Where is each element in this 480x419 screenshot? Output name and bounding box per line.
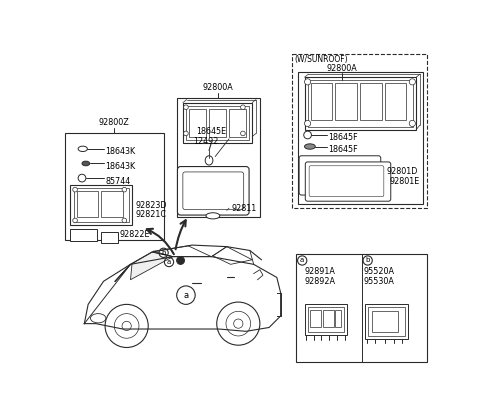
Bar xyxy=(304,304,347,335)
Bar xyxy=(189,109,206,137)
Circle shape xyxy=(114,313,139,338)
Circle shape xyxy=(159,248,168,257)
Circle shape xyxy=(304,131,312,139)
Bar xyxy=(365,304,408,339)
Circle shape xyxy=(122,321,131,331)
Text: 92811: 92811 xyxy=(231,204,257,213)
Bar xyxy=(209,109,226,137)
Circle shape xyxy=(184,131,188,136)
Text: a: a xyxy=(300,258,304,264)
Bar xyxy=(304,77,416,129)
Text: 18643K: 18643K xyxy=(105,162,135,171)
Text: 95530A: 95530A xyxy=(364,277,395,286)
Bar xyxy=(101,232,118,243)
Bar xyxy=(308,80,413,127)
Circle shape xyxy=(409,79,415,85)
Bar xyxy=(372,310,398,332)
FancyBboxPatch shape xyxy=(299,156,381,195)
Text: b: b xyxy=(161,250,166,256)
Text: 92822E: 92822E xyxy=(120,230,150,240)
Bar xyxy=(311,83,332,120)
FancyBboxPatch shape xyxy=(309,166,384,197)
Text: 92892A: 92892A xyxy=(304,277,336,286)
Bar xyxy=(323,310,334,327)
FancyBboxPatch shape xyxy=(178,166,249,215)
Bar xyxy=(336,83,357,120)
Ellipse shape xyxy=(90,313,106,323)
Bar xyxy=(369,308,405,336)
Text: b: b xyxy=(365,258,370,264)
Circle shape xyxy=(240,105,245,110)
Text: 92801E: 92801E xyxy=(390,177,420,186)
Circle shape xyxy=(304,79,311,85)
Circle shape xyxy=(164,257,174,266)
Bar xyxy=(299,72,423,204)
Text: 92800A: 92800A xyxy=(327,64,358,73)
Text: 18645E: 18645E xyxy=(196,127,226,136)
Bar xyxy=(384,83,406,120)
Circle shape xyxy=(177,257,184,264)
Bar xyxy=(360,83,382,120)
Text: 12492: 12492 xyxy=(193,137,219,146)
Bar xyxy=(335,310,341,327)
Text: 85744: 85744 xyxy=(105,176,131,186)
Ellipse shape xyxy=(304,144,315,149)
Text: 92800A: 92800A xyxy=(203,83,234,92)
Text: 18645F: 18645F xyxy=(328,133,358,142)
Text: 92800Z: 92800Z xyxy=(98,118,129,127)
Text: 92801D: 92801D xyxy=(386,167,418,176)
Text: a: a xyxy=(167,259,171,265)
Bar xyxy=(177,98,260,217)
Text: 18643K: 18643K xyxy=(105,147,135,156)
Circle shape xyxy=(226,311,251,336)
Circle shape xyxy=(73,218,77,223)
Circle shape xyxy=(78,174,86,182)
Circle shape xyxy=(298,256,307,265)
Circle shape xyxy=(122,187,127,192)
Bar xyxy=(229,109,246,137)
Bar xyxy=(183,103,252,143)
Text: (W/SUNROOF): (W/SUNROOF) xyxy=(295,55,348,64)
Circle shape xyxy=(177,286,195,304)
Bar xyxy=(77,191,98,217)
Circle shape xyxy=(217,302,260,345)
Bar xyxy=(73,188,129,222)
Circle shape xyxy=(73,187,77,192)
Bar xyxy=(308,308,344,332)
Polygon shape xyxy=(131,252,173,280)
Text: 92891A: 92891A xyxy=(304,267,336,277)
Bar xyxy=(292,54,427,208)
Bar xyxy=(101,191,123,217)
Circle shape xyxy=(363,256,372,265)
FancyBboxPatch shape xyxy=(305,162,391,201)
Bar xyxy=(65,133,164,240)
Bar xyxy=(310,310,321,327)
Ellipse shape xyxy=(206,213,220,219)
Circle shape xyxy=(122,218,127,223)
Ellipse shape xyxy=(78,146,87,152)
Bar xyxy=(71,229,97,241)
Text: 95520A: 95520A xyxy=(364,267,395,277)
Circle shape xyxy=(105,304,148,347)
Ellipse shape xyxy=(82,161,90,166)
Text: 18645F: 18645F xyxy=(328,145,358,154)
Circle shape xyxy=(234,319,243,328)
Circle shape xyxy=(240,131,245,136)
Circle shape xyxy=(184,105,188,110)
Text: 92821C: 92821C xyxy=(135,210,166,220)
Circle shape xyxy=(409,120,415,127)
Bar xyxy=(296,254,427,362)
Text: a: a xyxy=(183,291,189,300)
Ellipse shape xyxy=(205,156,213,165)
Text: 92823D: 92823D xyxy=(135,201,167,210)
Bar xyxy=(186,106,249,140)
FancyBboxPatch shape xyxy=(183,172,244,210)
Circle shape xyxy=(304,120,311,127)
Bar xyxy=(71,185,132,225)
